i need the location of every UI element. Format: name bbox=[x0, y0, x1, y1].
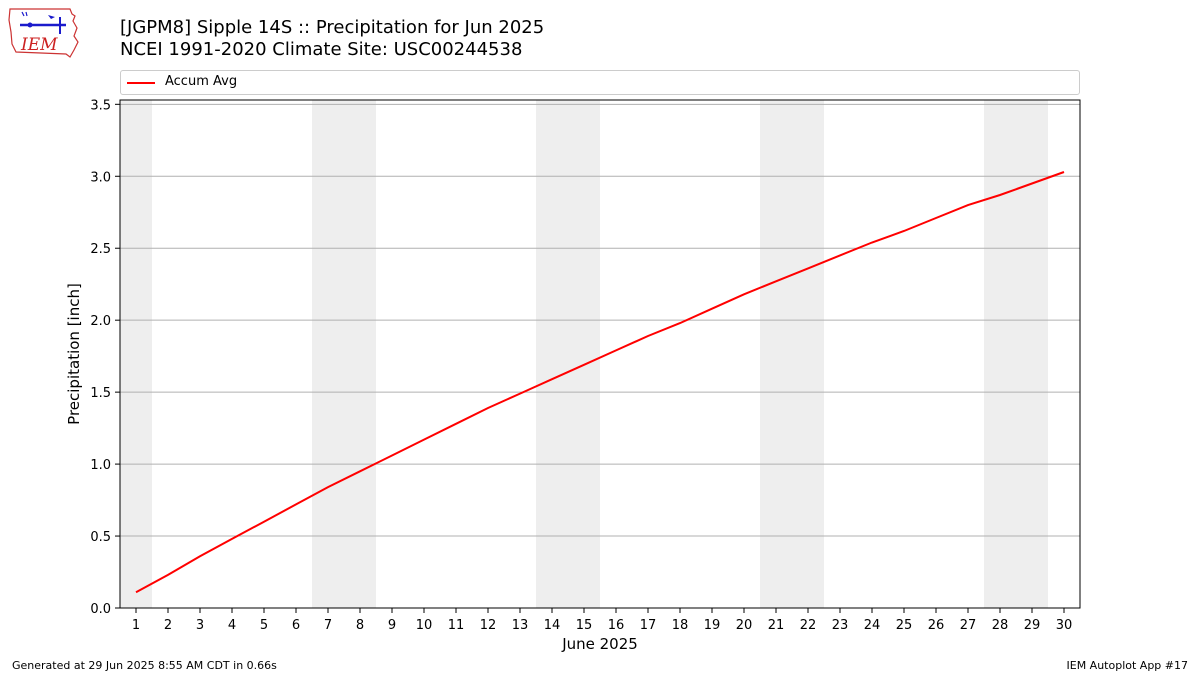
x-tick-label: 5 bbox=[260, 618, 268, 633]
legend-swatch-accum-avg bbox=[127, 82, 155, 84]
x-tick-label: 25 bbox=[896, 618, 913, 633]
y-gridlines bbox=[120, 103, 1080, 609]
x-tick-label: 8 bbox=[356, 618, 364, 633]
x-tick-label: 14 bbox=[544, 618, 561, 633]
iem-iowa-logo-icon: IEM bbox=[8, 8, 79, 58]
x-tick-label: 19 bbox=[704, 618, 721, 633]
x-tick-label: 6 bbox=[292, 618, 300, 633]
y-tick-label: 2.5 bbox=[90, 242, 111, 257]
x-tick-label: 22 bbox=[800, 618, 817, 633]
x-tick-label: 9 bbox=[388, 618, 396, 633]
y-tick-label: 1.5 bbox=[90, 386, 111, 401]
x-tick-label: 27 bbox=[960, 618, 977, 633]
footer-app: IEM Autoplot App #17 bbox=[1066, 659, 1189, 672]
y-tick-label: 0.0 bbox=[90, 602, 111, 617]
y-tick-label: 2.0 bbox=[90, 314, 111, 329]
legend: Accum Avg bbox=[120, 70, 1080, 95]
x-tick-label: 13 bbox=[512, 618, 529, 633]
weekend-band bbox=[760, 100, 824, 608]
x-tick-label: 11 bbox=[448, 618, 465, 633]
x-tick-label: 12 bbox=[480, 618, 497, 633]
x-tick-label: 29 bbox=[1024, 618, 1041, 633]
x-tick-label: 15 bbox=[576, 618, 593, 633]
x-tick-label: 26 bbox=[928, 618, 945, 633]
y-tick-label: 3.0 bbox=[90, 170, 111, 185]
plot-frame bbox=[119, 99, 1081, 609]
y-tick-label: 0.5 bbox=[90, 530, 111, 545]
x-tick-label: 28 bbox=[992, 618, 1009, 633]
iem-logo: IEM bbox=[8, 6, 80, 62]
footer-generated: Generated at 29 Jun 2025 8:55 AM CDT in … bbox=[12, 659, 277, 672]
x-tick-label: 23 bbox=[832, 618, 849, 633]
weekend-bands bbox=[120, 100, 1048, 608]
weekend-band bbox=[984, 100, 1048, 608]
weekend-band bbox=[312, 100, 376, 608]
x-tick-label: 21 bbox=[768, 618, 785, 633]
weekend-band bbox=[536, 100, 600, 608]
x-tick-label: 24 bbox=[864, 618, 881, 633]
x-tick-label: 17 bbox=[640, 618, 657, 633]
chart-title: [JGPM8] Sipple 14S :: Precipitation for … bbox=[120, 17, 545, 38]
x-axis-label: June 2025 bbox=[561, 635, 638, 653]
x-tick-label: 18 bbox=[672, 618, 689, 633]
x-tick-label: 30 bbox=[1056, 618, 1073, 633]
y-axis-ticks: 0.0 0.5 1.0 1.5 2.0 2.5 3.0 3.5 bbox=[90, 98, 120, 617]
y-tick-label: 1.0 bbox=[90, 458, 111, 473]
weekend-band bbox=[120, 100, 152, 608]
x-tick-label: 4 bbox=[228, 618, 236, 633]
series-line-accum-avg bbox=[135, 171, 1065, 594]
legend-label-accum-avg: Accum Avg bbox=[165, 74, 238, 89]
x-tick-label: 20 bbox=[736, 618, 753, 633]
x-tick-label: 16 bbox=[608, 618, 625, 633]
x-tick-label: 3 bbox=[196, 618, 204, 633]
x-tick-label: 1 bbox=[132, 618, 140, 633]
x-tick-label: 2 bbox=[164, 618, 172, 633]
chart-subtitle: NCEI 1991-2020 Climate Site: USC00244538 bbox=[120, 39, 523, 60]
y-axis-label: Precipitation [inch] bbox=[65, 283, 83, 425]
logo-text: IEM bbox=[20, 35, 58, 55]
x-axis-ticks: 1 2 3 4 5 6 7 8 9 10 11 12 13 14 15 16 17 18 19 20 21 22 23 24 2… bbox=[132, 608, 1072, 633]
x-tick-label: 7 bbox=[324, 618, 332, 633]
x-tick-label: 10 bbox=[416, 618, 433, 633]
y-tick-label: 3.5 bbox=[90, 98, 111, 113]
